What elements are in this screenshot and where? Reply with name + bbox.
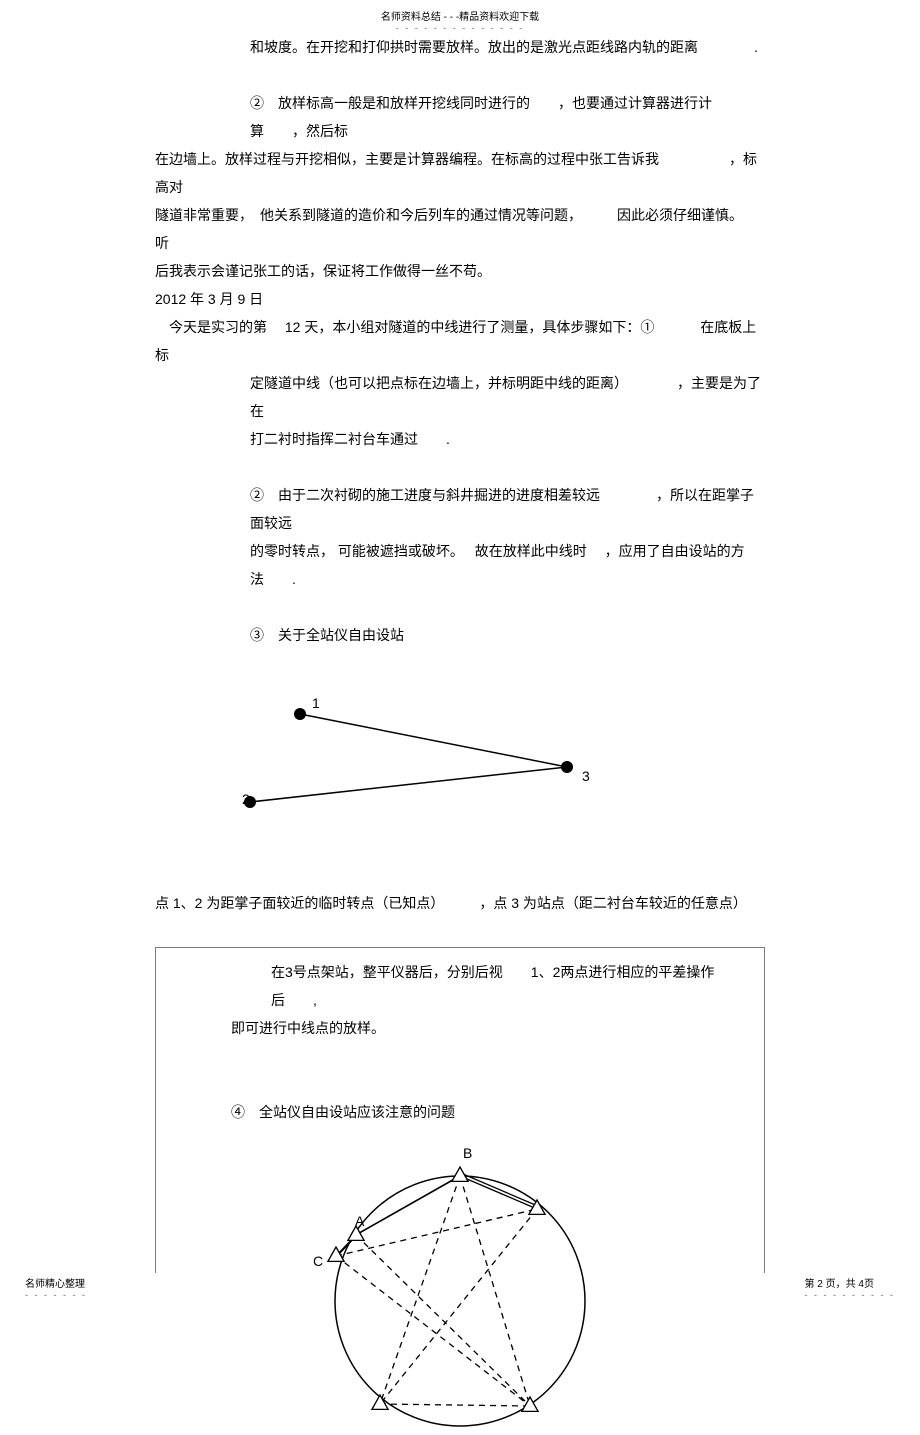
body-text-block-2: 今天是实习的第 12 天，本小组对隧道的中线进行了测量，具体步骤如下：① 在底板… (0, 313, 920, 649)
body-text-block: 和坡度。在开挖和打仰拱时需要放样。放出的是激光点距线路内轨的距离 . ② 放样标… (0, 33, 920, 285)
svg-text:C: C (313, 1253, 323, 1269)
header-dots: - - - - - - - - - - - - - - (0, 23, 920, 33)
footer-right: 第 2 页，共 4页 - - - - - - - - - - (805, 1275, 895, 1301)
svg-text:1: 1 (312, 695, 320, 711)
paragraph-4-line2: 的零时转点， 可能被遮挡或破坏。 故在放样此中线时 ，应用了自由设站的方法 . (155, 537, 765, 593)
svg-text:3: 3 (582, 768, 590, 784)
paragraph-2-line1: ② 放样标高一般是和放样开挖线同时进行的 ，也要通过计算器进行计算 ，然后标 (155, 89, 765, 145)
footer-left-text: 名师精心整理 (25, 1279, 85, 1290)
footer-left-dots: - - - - - - - (25, 1290, 87, 1300)
paragraph-4-line1: ② 由于二次衬砌的施工进度与斜井掘进的进度相差较远 ，所以在距掌子面较远 (155, 481, 765, 537)
header-title: 名师资料总结 - - -精品资料欢迎下载 (0, 0, 920, 23)
footer-left: 名师精心整理 - - - - - - - (25, 1275, 87, 1301)
paragraph-2-line3: 隧道非常重要， 他关系到隧道的造价和今后列车的通过情况等问题， 因此必须仔细谨慎… (155, 201, 765, 257)
box-line1: 在3号点架站，整平仪器后，分别后视 1、2两点进行相应的平差操作后 , (166, 958, 754, 1014)
diagram-circle-star: A B C (290, 1146, 630, 1426)
paragraph-1: 和坡度。在开挖和打仰拱时需要放样。放出的是激光点距线路内轨的距离 . (155, 33, 765, 61)
svg-text:2: 2 (242, 791, 250, 807)
paragraph-3-line2: 定隧道中线（也可以把点标在边墙上，并标明距中线的距离） ，主要是为了在 (155, 369, 765, 425)
diagram2-svg: A B C (290, 1146, 630, 1426)
diagram1-svg: 1 2 3 (155, 689, 765, 859)
boxed-section: 在3号点架站，整平仪器后，分别后视 1、2两点进行相应的平差操作后 , 即可进行… (155, 947, 765, 1273)
paragraph-5: ③ 关于全站仪自由设站 (155, 621, 765, 649)
paragraph-2-line4: 后我表示会谨记张工的话，保证将工作做得一丝不苟。 (155, 257, 765, 285)
paragraph-3-line1: 今天是实习的第 12 天，本小组对隧道的中线进行了测量，具体步骤如下：① 在底板… (155, 313, 765, 369)
diagram1-caption: 点 1、2 为距掌子面较近的临时转点（已知点） ，点 3 为站点（距二衬台车较近… (0, 889, 920, 917)
paragraph-3-line3: 打二衬时指挥二衬台车通过 . (155, 425, 765, 453)
footer-right-text: 第 2 页，共 4页 (805, 1279, 874, 1290)
svg-text:A: A (355, 1213, 365, 1229)
svg-text:B: B (463, 1145, 472, 1161)
footer-right-dots: - - - - - - - - - - (805, 1290, 895, 1300)
diagram-freestation-points: 1 2 3 (155, 689, 765, 859)
box-line3: ④ 全站仪自由设站应该注意的问题 (166, 1098, 754, 1126)
paragraph-2-line2: 在边墙上。放样过程与开挖相似，主要是计算器编程。在标高的过程中张工告诉我 ，标高… (155, 145, 765, 201)
page-container: 名师资料总结 - - -精品资料欢迎下载 - - - - - - - - - -… (0, 0, 920, 1313)
box-line2: 即可进行中线点的放样。 (166, 1014, 754, 1042)
date-line: 2012 年 3 月 9 日 (0, 285, 920, 313)
